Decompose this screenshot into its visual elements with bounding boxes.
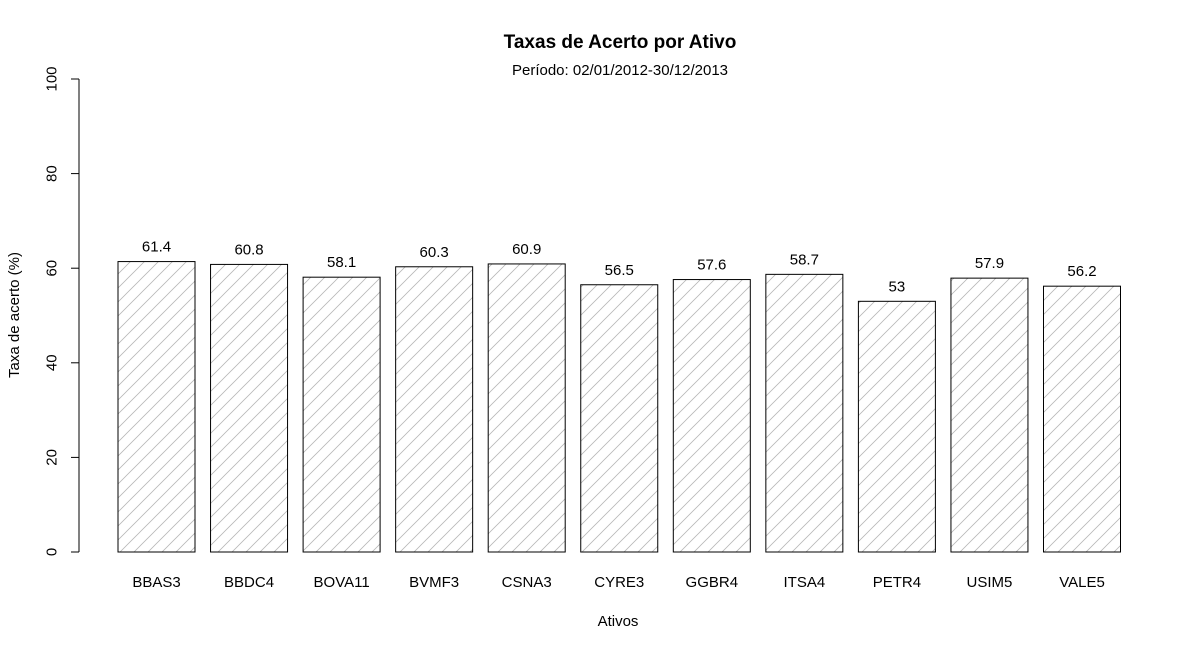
bar-value-label: 56.2 [1067, 263, 1096, 280]
bar [117, 261, 196, 553]
bar [210, 263, 289, 553]
bars-group [117, 261, 1121, 553]
y-axis-label: Taxa de acerto (%) [6, 252, 23, 378]
bar [950, 277, 1029, 553]
x-tick-labels-group: BBAS3 BBDC4 BOVA11 BVMF3 CSNA3 CYRE3 GGBR4 ITSA… [132, 574, 1104, 591]
bar [487, 263, 566, 553]
x-tick-label: BBAS3 [132, 574, 180, 591]
bar-value-label: 56.5 [605, 262, 634, 279]
bar-value-label: 61.4 [142, 239, 171, 256]
bar [857, 300, 936, 553]
chart-subtitle: Período: 02/01/2012-30/12/2013 [512, 62, 728, 79]
bar-value-label: 57.9 [975, 255, 1004, 272]
bar [580, 284, 659, 553]
bar [765, 273, 844, 553]
bar-value-label: 60.3 [420, 244, 449, 261]
x-tick-label: BOVA11 [314, 574, 370, 591]
x-tick-label: USIM5 [967, 574, 1013, 591]
bar-value-label: 60.8 [234, 241, 263, 258]
x-tick-label: CYRE3 [594, 574, 644, 591]
y-axis: 0 20 40 60 80 100 [43, 66, 80, 556]
y-tick-label: 60 [43, 260, 60, 277]
x-tick-label: PETR4 [873, 574, 921, 591]
x-tick-label: BVMF3 [409, 574, 459, 591]
bar [672, 279, 751, 553]
y-tick-label: 40 [43, 354, 60, 371]
y-tick-label: 0 [43, 548, 60, 556]
bar-value-label: 57.6 [697, 257, 726, 274]
y-tick-label: 80 [43, 165, 60, 182]
chart-title: Taxas de Acerto por Ativo [504, 32, 737, 53]
y-tick-label: 20 [43, 449, 60, 466]
x-tick-label: ITSA4 [784, 574, 826, 591]
x-axis-label: Ativos [598, 613, 639, 630]
bar-value-label: 58.7 [790, 251, 819, 268]
value-labels-group: 61.4 60.8 58.1 60.3 60.9 56.5 57.6 58.7 53 57.9 56… [142, 239, 1097, 296]
x-tick-label: VALE5 [1059, 574, 1105, 591]
x-tick-label: BBDC4 [224, 574, 274, 591]
x-tick-label: GGBR4 [686, 574, 739, 591]
bar [395, 266, 474, 553]
bar-value-label: 53 [889, 278, 906, 295]
bar-value-label: 60.9 [512, 241, 541, 258]
bar [302, 276, 381, 553]
bar [1043, 285, 1121, 553]
x-tick-label: CSNA3 [502, 574, 552, 591]
y-tick-label: 100 [43, 66, 60, 91]
bar-value-label: 58.1 [327, 254, 356, 271]
